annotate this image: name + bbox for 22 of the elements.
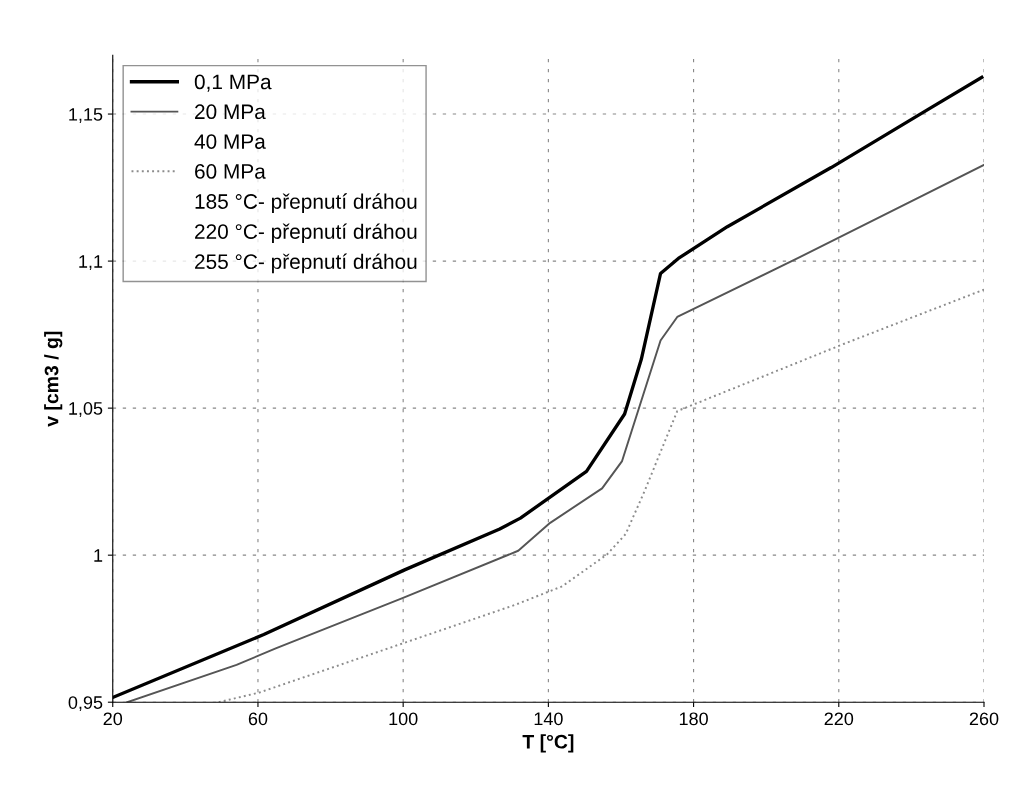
legend-label: 60 MPa (195, 164, 266, 179)
y-tick-label: 1 (94, 549, 103, 562)
text: 220 °C- přepnutí dráhou (195, 223, 417, 244)
x-axis-title: T [°C] (522, 734, 574, 753)
x-tick-label: 100 (389, 712, 418, 726)
x-tick-label: 140 (534, 712, 563, 726)
x-tick-label: 20 (103, 712, 123, 726)
x-tick-label: 180 (679, 712, 708, 726)
x-tick-label: 60 (248, 712, 268, 726)
text: 185 °C- přepnutí dráhou (195, 193, 417, 213)
legend-label: 0,1 MPa (194, 74, 272, 92)
x-tick-label: 220 (824, 712, 854, 726)
y-tick-label: 1,05 (69, 402, 103, 417)
y-tick-label: 0,95 (68, 696, 103, 712)
legend-label: 20 MPa (195, 104, 266, 120)
text: 255 °C- přepnutí dráhou (195, 253, 417, 274)
y-tick-label: 1,15 (69, 108, 103, 123)
line-series (126, 163, 984, 703)
x-tick-label: 260 (969, 712, 999, 726)
y-tick-label: 1,1 (79, 255, 103, 270)
text: 40 MPa (194, 134, 266, 149)
y-axis-title: v [cm3 / g] (44, 331, 63, 427)
